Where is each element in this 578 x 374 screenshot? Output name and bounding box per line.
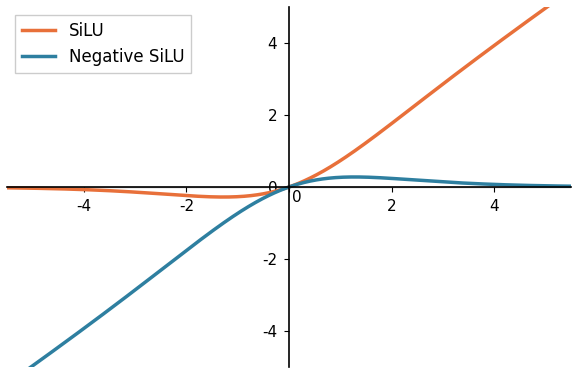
Text: 0: 0 [291,190,301,205]
Negative SiLU [454,181,461,185]
SiLU [232,194,239,199]
Negative SiLU [568,184,575,188]
Negative SiLU [61,340,68,345]
Negative SiLU [444,180,451,184]
Line: SiLU: SiLU [7,0,571,197]
SiLU [61,187,68,191]
Negative SiLU [351,175,358,179]
Negative SiLU [232,213,239,217]
Negative SiLU [391,177,398,181]
SiLU [3,186,10,190]
Line: Negative SiLU: Negative SiLU [7,177,571,374]
SiLU [253,193,260,197]
Negative SiLU [252,200,259,205]
Legend: SiLU, Negative SiLU: SiLU, Negative SiLU [15,15,191,73]
SiLU [391,119,398,123]
SiLU [220,195,227,199]
SiLU [444,79,451,83]
SiLU [454,71,461,75]
